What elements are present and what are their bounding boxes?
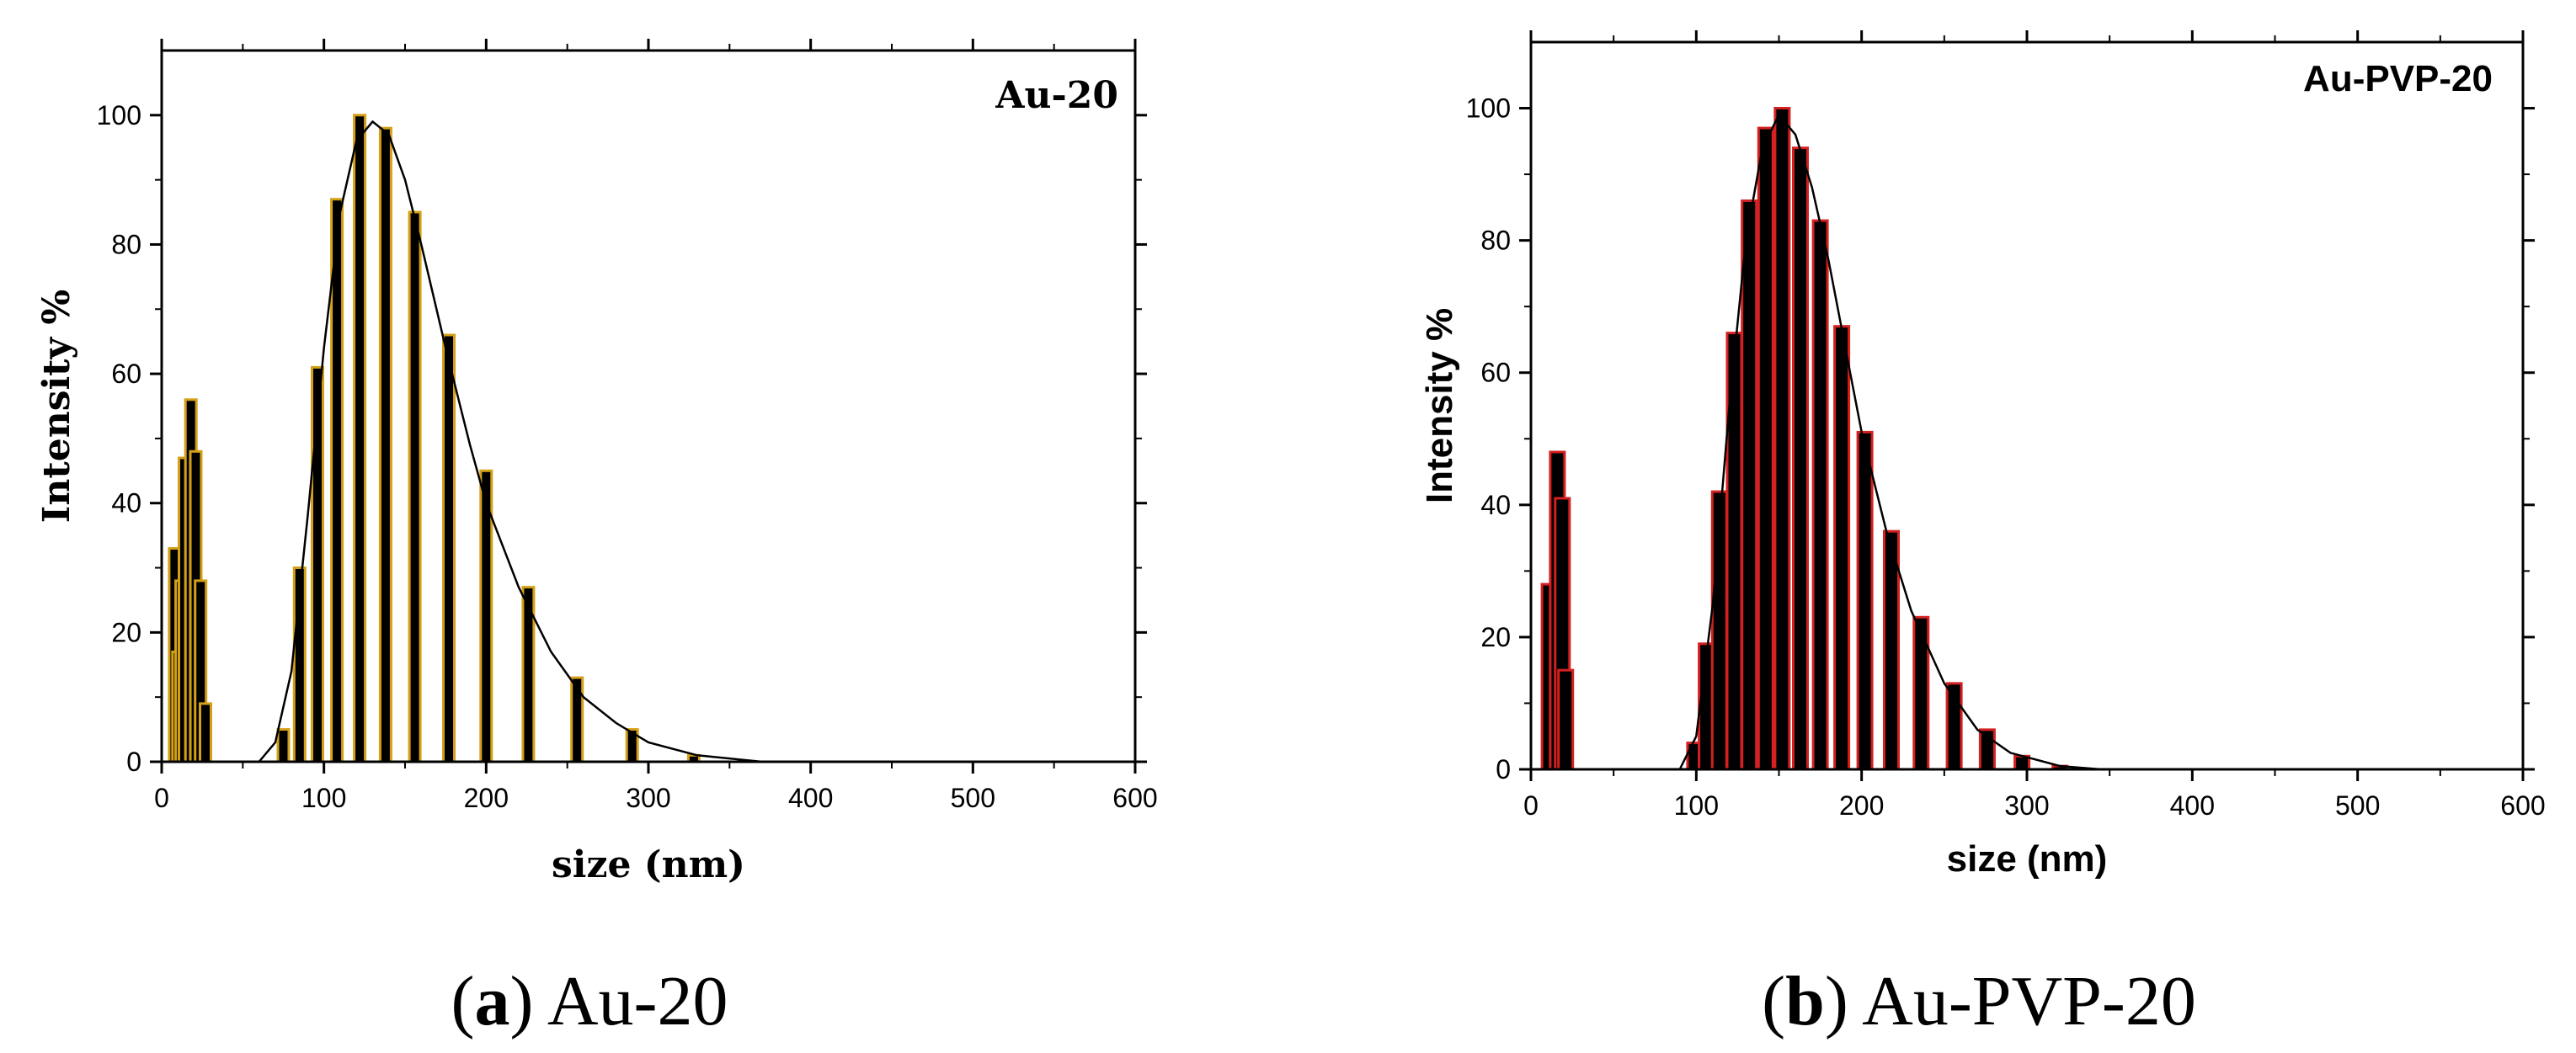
x-tick-label: 300 — [2004, 790, 2049, 821]
y-tick-label: 20 — [1480, 622, 1511, 652]
x-axis-label: size (nm) — [552, 843, 745, 886]
y-tick-label: 0 — [1496, 754, 1511, 784]
bar — [570, 676, 584, 763]
chart-title: Au-PVP-20 — [2303, 58, 2493, 99]
x-tick-label: 400 — [2170, 790, 2215, 821]
bar — [1792, 146, 1809, 771]
x-tick-label: 200 — [464, 783, 509, 813]
y-tick-label: 60 — [111, 359, 141, 389]
bar — [1741, 199, 1758, 771]
bar — [442, 333, 456, 763]
fit-curve — [1678, 113, 2102, 771]
y-tick-label: 40 — [1480, 490, 1511, 520]
y-tick-label: 100 — [97, 100, 141, 130]
y-tick-label: 60 — [1480, 358, 1511, 388]
y-tick-label: 100 — [1466, 93, 1511, 124]
x-axis-label: size (nm) — [1947, 838, 2108, 880]
bar — [1912, 615, 1930, 771]
x-tick-label: 500 — [2335, 790, 2380, 821]
bar — [1833, 325, 1851, 771]
x-tick-label: 500 — [951, 783, 995, 813]
fit-curve-group — [258, 120, 763, 763]
bar — [1883, 529, 1900, 771]
bar — [311, 365, 324, 763]
caption-label: a — [475, 962, 510, 1040]
bar — [276, 728, 291, 763]
caption-text: Au-PVP-20 — [1862, 962, 2196, 1040]
bar — [1557, 668, 1575, 771]
bar — [330, 198, 344, 763]
y-tick-label: 80 — [111, 229, 141, 259]
plot-frame — [1529, 40, 2525, 771]
panel-caption: (b) Au-PVP-20 — [1762, 962, 2196, 1040]
bar — [1757, 126, 1774, 771]
y-tick-label: 0 — [126, 747, 141, 777]
caption-label: b — [1785, 962, 1825, 1040]
y-tick-label: 80 — [1480, 226, 1511, 256]
x-tick-label: 0 — [154, 783, 169, 813]
bar — [1773, 107, 1791, 771]
x-tick-label: 100 — [301, 783, 346, 813]
chart-panel-au-pvp-20: 0 100 200 300 400 500 600 0 20 40 60 80 100 Au-PVP-2… — [1419, 30, 2546, 1040]
bar — [1811, 219, 1829, 771]
y-tick-label: 40 — [111, 488, 141, 519]
x-tick-label: 200 — [1839, 790, 1884, 821]
bar — [408, 210, 422, 763]
fit-curve — [258, 120, 763, 763]
bar — [353, 114, 367, 763]
fit-curve-group — [1678, 113, 2102, 771]
x-tick-label: 0 — [1523, 790, 1539, 821]
chart-panel-au-20: 0 100 200 300 400 500 600 0 20 40 60 80 100 Au-20 si… — [35, 39, 1158, 1040]
bar — [199, 702, 212, 763]
plot-frame — [160, 49, 1137, 763]
x-tick-label: 400 — [788, 783, 833, 813]
x-tick-label: 300 — [626, 783, 670, 813]
bar — [378, 126, 392, 763]
bars-group — [1540, 107, 2069, 771]
panel-caption: (a) Au-20 — [451, 962, 728, 1040]
axes-group: 0 100 200 300 400 500 600 0 20 40 60 80 100 — [1466, 30, 2546, 821]
y-axis-label: Intensity % — [35, 290, 78, 523]
axes-group: 0 100 200 300 400 500 600 0 20 40 60 80 100 — [97, 39, 1158, 813]
bars-group — [168, 114, 701, 763]
x-tick-label: 600 — [1112, 783, 1157, 813]
bar — [1856, 430, 1874, 771]
x-tick-label: 100 — [1674, 790, 1719, 821]
y-axis-label: Intensity % — [1419, 308, 1460, 503]
x-tick-label: 600 — [2500, 790, 2545, 821]
caption-text: Au-20 — [547, 962, 728, 1040]
y-tick-label: 20 — [111, 617, 141, 647]
chart-title: Au-20 — [995, 74, 1118, 117]
